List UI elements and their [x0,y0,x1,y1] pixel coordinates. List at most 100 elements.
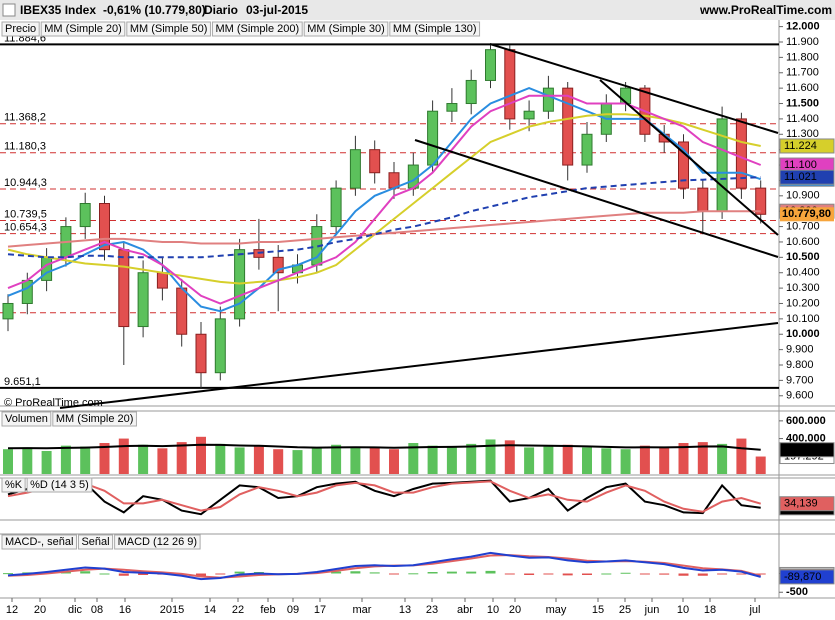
value-label: 11.224 [784,140,817,152]
bar [408,443,419,474]
series-line [7,87,762,313]
level-label: 10.739,5 [4,208,47,220]
y-tick-label: 9.900 [786,344,814,356]
legend-entry: %K [5,479,23,491]
bar [331,444,342,474]
value-box [779,496,835,512]
candle-body [195,333,207,374]
y-tick-label: 10.500 [786,251,820,263]
candle-body [79,203,91,228]
candle-body [581,133,593,166]
candle-body [369,149,381,174]
bar [389,573,399,575]
candle-body [176,287,188,335]
bar [138,444,149,474]
legend-box [40,21,126,37]
y-tick-label: 10.400 [786,267,820,279]
level-label: 11.368,2 [4,112,46,124]
bar [485,439,496,474]
candle-body [330,187,342,228]
trend-lines [59,43,779,409]
bar [22,447,33,474]
legend-box [126,21,211,37]
bar [196,436,206,474]
candle-body [272,256,284,274]
legend-entry: MM (Simple 30) [307,23,385,35]
y-tick-label: -500 [786,586,808,598]
value-label: 10.779,80 [782,208,831,220]
x-tick-label: 15 [592,604,604,616]
bar [620,449,631,474]
bar [543,573,554,575]
legend-entry: MM (Simple 130) [393,23,477,35]
candle-body [349,149,361,189]
candle-body [504,49,516,120]
x-tick-label: 12 [6,604,18,616]
bar [138,573,149,575]
x-tick-label: abr [457,604,473,616]
bar [582,447,592,474]
legend-entry: MM (Simple 200) [215,23,299,35]
bar [504,440,515,474]
bar [755,456,766,474]
series-line [7,94,762,305]
bar [659,447,670,474]
bar [639,445,650,474]
y-tick-label: 10.300 [786,282,820,294]
bar [350,446,361,474]
legend-box [114,534,201,550]
bar [601,573,612,575]
bar [601,448,612,474]
y-tick-label: 11.400 [786,113,819,125]
y-tick-label: 400.000 [786,432,826,444]
plot-area: 9.600 9.700 9.800 9.900 10.000 10.100 10.200 10… [0,21,835,616]
legend-box [303,21,389,37]
candle-body [542,87,554,112]
x-tick-label: 2015 [160,604,184,616]
bar [427,445,438,474]
legend-box [211,21,303,37]
legend-entry: MACD (12 26 9) [118,536,197,548]
candle-body [465,79,477,105]
x-tick-label: 10 [487,604,499,616]
legend-box [389,21,481,37]
bar [678,443,689,474]
bar [717,573,728,575]
bar [639,573,650,575]
bar [562,573,573,576]
date: 03-jul-2015 [246,3,308,17]
bar [234,447,245,474]
y-tick-label: 11.800 [786,51,819,63]
bar [196,573,206,577]
legend-box [1,411,52,427]
bar [215,573,226,575]
bar [99,443,110,474]
bar [562,444,573,474]
level-label: 9.651,1 [4,376,41,388]
bar [41,450,52,474]
legend-box [1,21,40,37]
y-tick-label: 10.700 [786,220,820,232]
legend-box [26,477,93,493]
bar [408,573,419,575]
series-line [7,479,761,516]
value-box [779,138,835,154]
y-tick-label: 11.500 [786,97,819,109]
x-tick-label: 25 [619,604,631,616]
y-tick-label: 10.200 [786,297,820,309]
bar [736,438,747,474]
x-tick-label: 10 [677,604,689,616]
bar [234,571,245,574]
value-box [779,569,835,585]
candle-body [755,187,767,215]
y-tick-label: 11.600 [786,82,819,94]
y-tick-label: 11.300 [786,128,819,140]
candle-body [446,103,458,112]
legend-box [77,534,114,550]
header-bar [0,0,835,20]
bar [697,442,708,474]
series-line [7,210,761,248]
bar [717,443,728,474]
symbol: IBEX35 Index [20,3,96,17]
